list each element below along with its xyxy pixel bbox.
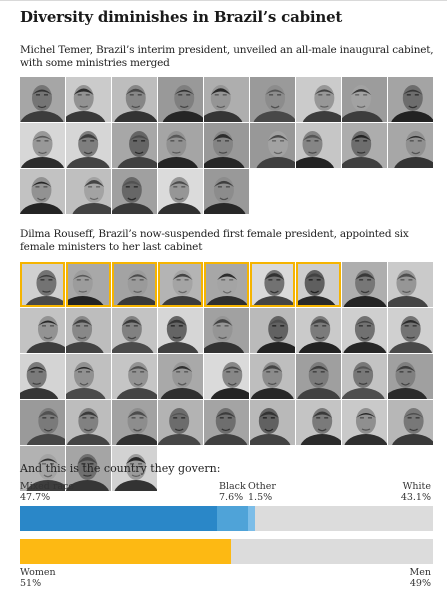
- black-value: 7.6%: [219, 492, 244, 503]
- temer-minister-photo: [112, 77, 157, 122]
- temer-minister-photo: [20, 77, 65, 122]
- rousseff-minister-photo: [296, 262, 341, 307]
- women-name: Women: [20, 567, 56, 578]
- rousseff-minister-photo: [204, 262, 249, 307]
- rousseff-minister-photo: [250, 400, 295, 445]
- rousseff-minister-photo: [342, 262, 387, 307]
- temer-minister-photo: [296, 77, 341, 122]
- rousseff-minister-photo: [20, 400, 65, 445]
- temer-minister-photo: [66, 123, 111, 168]
- rousseff-minister-photo: [204, 354, 249, 399]
- rousseff-minister-photo: [20, 262, 65, 307]
- chart-title: Diversity diminishes in Brazil’s cabinet: [20, 8, 343, 26]
- temer-minister-photo: [158, 169, 203, 214]
- other-value: 1.5%: [248, 492, 273, 503]
- rousseff-caption: Dilma Rouseff, Brazil’s now-suspended fi…: [20, 228, 409, 253]
- other-name: Other: [248, 481, 276, 492]
- rousseff-minister-photo: [112, 308, 157, 353]
- temer-minister-photo: [20, 123, 65, 168]
- mixed-race-value: 47.7%: [20, 492, 51, 503]
- race-bar-mixed-race: [20, 506, 217, 531]
- temer-minister-photo: [296, 123, 341, 168]
- rousseff-minister-photo: [158, 262, 203, 307]
- country-subtitle: And this is the country they govern:: [20, 462, 221, 475]
- rousseff-minister-photo: [158, 308, 203, 353]
- rousseff-minister-photo: [342, 400, 387, 445]
- temer-minister-photo: [342, 77, 387, 122]
- gender-bar-women: [20, 539, 231, 564]
- women-label: Women 51%: [20, 567, 56, 589]
- men-value: 49%: [409, 578, 431, 589]
- race-bar-black: [217, 506, 249, 531]
- temer-minister-photo: [204, 77, 249, 122]
- rousseff-minister-photo: [20, 308, 65, 353]
- rousseff-minister-photo: [158, 400, 203, 445]
- temer-minister-photo: [112, 169, 157, 214]
- rousseff-minister-photo: [66, 446, 111, 491]
- rousseff-minister-photo: [112, 354, 157, 399]
- rousseff-minister-photo: [112, 262, 157, 307]
- rousseff-minister-photo: [296, 354, 341, 399]
- rousseff-minister-photo: [20, 446, 65, 491]
- rousseff-minister-photo: [204, 400, 249, 445]
- race-bar-white: [254, 506, 433, 531]
- temer-minister-photo: [66, 77, 111, 122]
- top-rule: [0, 0, 447, 1]
- temer-minister-photo: [342, 123, 387, 168]
- men-name: Men: [409, 567, 431, 578]
- temer-minister-photo: [204, 169, 249, 214]
- rousseff-minister-photo: [66, 308, 111, 353]
- rousseff-minister-photo: [388, 354, 433, 399]
- rousseff-minister-photo: [66, 400, 111, 445]
- rousseff-minister-photo: [158, 354, 203, 399]
- rousseff-minister-photo: [388, 262, 433, 307]
- temer-minister-photo: [204, 123, 249, 168]
- temer-minister-photo: [20, 169, 65, 214]
- rousseff-minister-photo: [388, 308, 433, 353]
- rousseff-minister-photo: [20, 354, 65, 399]
- rousseff-minister-photo: [296, 308, 341, 353]
- women-value: 51%: [20, 578, 42, 589]
- temer-minister-photo: [388, 123, 433, 168]
- white-name: White: [402, 481, 431, 492]
- rousseff-minister-photo: [250, 354, 295, 399]
- rousseff-minister-photo: [342, 308, 387, 353]
- temer-minister-photo: [158, 123, 203, 168]
- temer-minister-photo: [250, 77, 295, 122]
- black-label: Black 7.6%: [219, 481, 246, 503]
- temer-minister-photo: [250, 123, 295, 168]
- rousseff-minister-photo: [250, 262, 295, 307]
- rousseff-minister-photo: [388, 400, 433, 445]
- white-label: White 43.1%: [401, 481, 431, 503]
- temer-minister-photo: [66, 169, 111, 214]
- temer-caption: Michel Temer, Brazil’s interim president…: [20, 44, 434, 69]
- rousseff-minister-photo: [204, 308, 249, 353]
- rousseff-minister-photo: [112, 446, 157, 491]
- black-name: Black: [219, 481, 246, 492]
- rousseff-minister-photo: [250, 308, 295, 353]
- rousseff-minister-photo: [342, 354, 387, 399]
- temer-minister-photo: [388, 77, 433, 122]
- rousseff-minister-photo: [112, 400, 157, 445]
- men-label: Men 49%: [410, 567, 431, 589]
- mixed-race-name: Mixed race: [20, 481, 74, 492]
- white-value: 43.1%: [400, 492, 431, 503]
- mixed-race-label: Mixed race 47.7%: [20, 481, 74, 503]
- rousseff-minister-photo: [296, 400, 341, 445]
- other-label: Other 1.5%: [248, 481, 276, 503]
- rousseff-minister-photo: [66, 262, 111, 307]
- rousseff-minister-photo: [66, 354, 111, 399]
- temer-minister-photo: [158, 77, 203, 122]
- temer-minister-photo: [112, 123, 157, 168]
- gender-bar-men: [230, 539, 433, 564]
- race-bar-other: [248, 506, 255, 531]
